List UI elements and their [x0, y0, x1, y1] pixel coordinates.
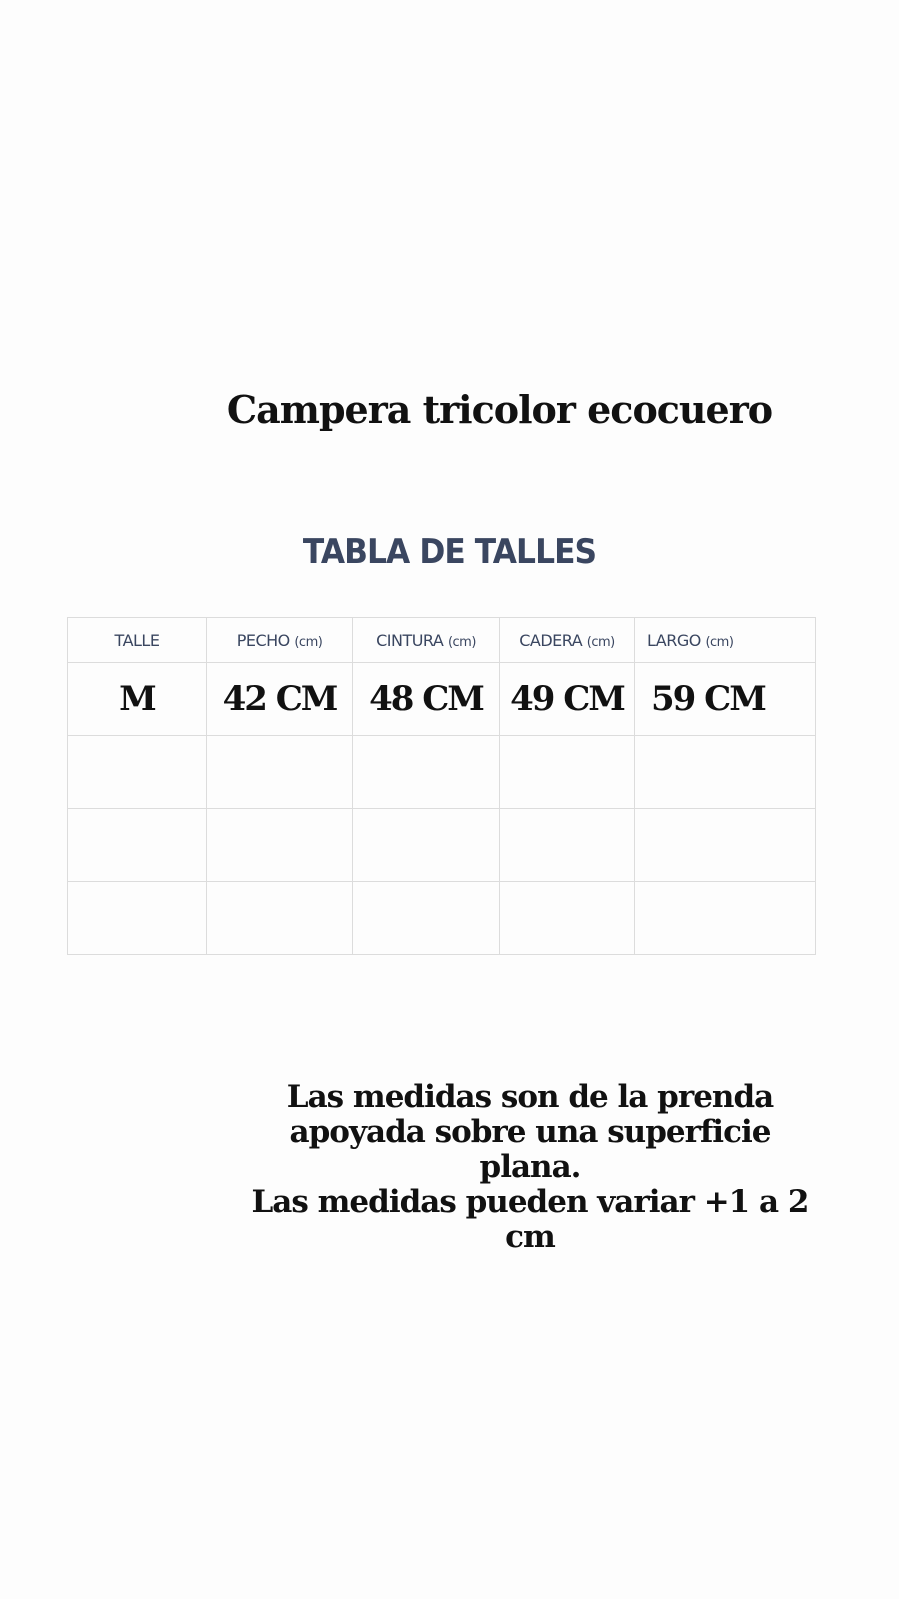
cell	[67, 881, 207, 955]
cell	[352, 881, 500, 955]
table-header-row: TALLE PECHO (cm) CINTURA (cm) CADERA (cm…	[67, 617, 816, 663]
cell	[67, 735, 207, 809]
cell	[499, 735, 635, 809]
cell-largo: 59 CM	[634, 662, 816, 736]
cell-cadera: 49 CM	[499, 662, 635, 736]
header-talle: TALLE	[67, 617, 207, 663]
cell	[352, 735, 500, 809]
cell	[499, 881, 635, 955]
table-row	[67, 735, 816, 809]
table-row: M 42 CM 48 CM 49 CM 59 CM	[67, 662, 816, 736]
note-line-2: Las medidas pueden variar +1 a 2 cm	[251, 1184, 810, 1255]
cell	[352, 808, 500, 882]
cell	[206, 808, 353, 882]
table-row	[67, 808, 816, 882]
cell	[67, 808, 207, 882]
table-row	[67, 881, 816, 955]
cell-talle: M	[67, 662, 207, 736]
header-cadera: CADERA (cm)	[499, 617, 635, 663]
header-pecho: PECHO (cm)	[206, 617, 353, 663]
cell	[634, 808, 816, 882]
size-table: TALLE PECHO (cm) CINTURA (cm) CADERA (cm…	[67, 617, 816, 955]
cell-cintura: 48 CM	[352, 662, 500, 736]
header-cintura: CINTURA (cm)	[352, 617, 500, 663]
cell	[206, 735, 353, 809]
note-line-1: Las medidas son de la prenda apoyada sob…	[286, 1079, 774, 1185]
cell	[634, 735, 816, 809]
size-table-title: TABLA DE TALLES	[302, 532, 597, 572]
cell	[499, 808, 635, 882]
measurement-note: Las medidas son de la prenda apoyada sob…	[230, 1080, 830, 1255]
cell-pecho: 42 CM	[206, 662, 353, 736]
product-title: Campera tricolor ecocuero	[226, 387, 773, 432]
cell	[634, 881, 816, 955]
header-largo: LARGO (cm)	[634, 617, 816, 663]
cell	[206, 881, 353, 955]
